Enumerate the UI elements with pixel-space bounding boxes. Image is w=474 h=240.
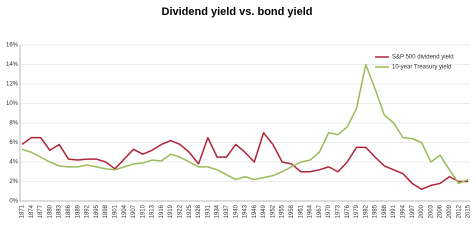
y-tick-label: 12% [6, 82, 19, 88]
legend-label: 10-year Treasury yield [392, 65, 451, 71]
y-tick-label: 8% [9, 121, 18, 127]
x-tick-label: 1964 [308, 204, 314, 218]
x-tick-label: 1973 [335, 204, 341, 218]
x-tick-label: 1946 [252, 204, 258, 218]
x-tick-label: 1892 [85, 204, 91, 218]
x-tick-label: 1877 [38, 204, 44, 218]
x-tick-label: 1883 [57, 204, 63, 218]
y-tick-label: 6% [9, 140, 18, 146]
x-tick-label: 1904 [122, 204, 128, 218]
x-tick-label: 1985 [373, 204, 379, 218]
x-tick-label: 2006 [438, 204, 444, 218]
x-tick-label: 2015 [466, 204, 472, 218]
x-tick-label: 1895 [94, 204, 100, 218]
x-tick-label: 1988 [382, 204, 388, 218]
chart-title: Dividend yield vs. bond yield [162, 6, 313, 18]
x-tick-label: 1991 [391, 204, 397, 218]
x-tick-label: 1922 [178, 204, 184, 218]
y-tick-label: 14% [6, 62, 19, 68]
x-tick-label: 1886 [66, 204, 72, 218]
x-tick-label: 1880 [47, 204, 53, 218]
x-tick-label: 1955 [280, 204, 286, 218]
x-tick-label: 1958 [289, 204, 295, 218]
series-line [21, 63, 469, 185]
x-tick-label: 2012 [456, 204, 462, 218]
series-line [21, 132, 468, 191]
x-tick-label: 1916 [159, 204, 165, 218]
x-tick-label: 1928 [196, 204, 202, 218]
x-tick-label: 1994 [401, 204, 407, 218]
y-tick-label: 2% [9, 179, 18, 185]
x-tick-label: 1961 [298, 204, 304, 218]
x-tick-label: 1871 [20, 204, 26, 218]
x-tick-label: 1997 [410, 204, 416, 218]
x-tick-label: 1901 [112, 204, 118, 218]
x-tick-label: 1931 [205, 204, 211, 218]
chart: Dividend yield vs. bond yield 0% 2% 4% 6% 8%… [0, 0, 474, 229]
x-tick-label: 1982 [363, 204, 369, 218]
x-tick-label: 1898 [103, 204, 109, 218]
x-tick-label: 1970 [326, 204, 332, 218]
x-tick-label: 2009 [447, 204, 453, 218]
x-tick-label: 1940 [233, 204, 239, 218]
x-tick-label: 1913 [150, 204, 156, 218]
x-tick-label: 1889 [75, 204, 81, 218]
x-tick-label: 2003 [428, 204, 434, 218]
x-tick-label: 1976 [345, 204, 351, 218]
x-tick-label: 1979 [354, 204, 360, 218]
x-tick-label: 1919 [168, 204, 174, 218]
x-tick-label: 1874 [29, 204, 35, 218]
y-tick-label: 10% [6, 101, 19, 107]
x-tick-label: 1967 [317, 204, 323, 218]
x-tick-label: 1925 [187, 204, 193, 218]
x-tick-label: 1943 [243, 204, 249, 218]
x-tick-label: 1952 [270, 204, 276, 218]
y-tick-label: 16% [6, 43, 19, 49]
x-tick-label: 1937 [224, 204, 230, 218]
background [0, 0, 474, 229]
x-tick-label: 1934 [215, 204, 221, 218]
y-tick-label: 0% [9, 199, 18, 205]
legend-label: S&P 500 dividend yield [392, 55, 454, 61]
x-tick-label: 2000 [419, 204, 425, 218]
x-tick-label: 1949 [261, 204, 267, 218]
y-tick-label: 4% [9, 160, 18, 166]
x-tick-label: 1907 [131, 204, 137, 218]
x-tick-label: 1910 [140, 204, 146, 218]
